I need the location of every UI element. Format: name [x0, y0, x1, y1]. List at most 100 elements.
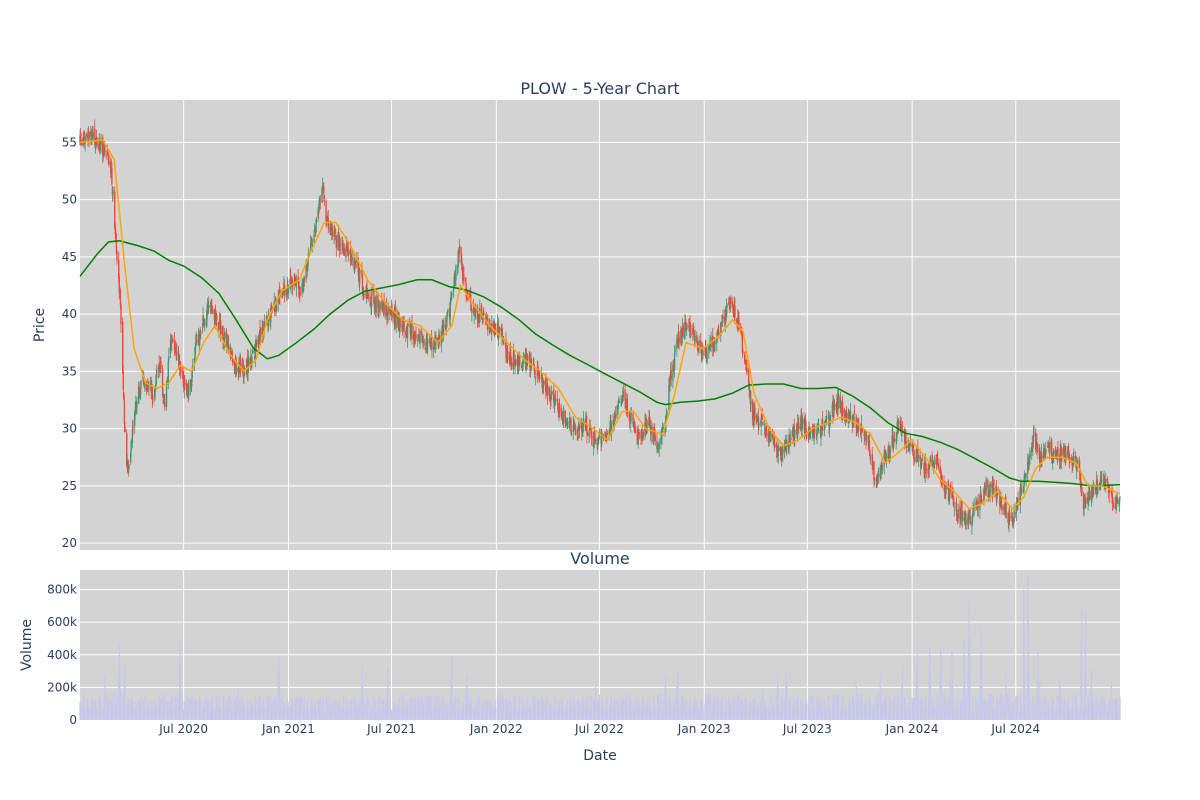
candle-body-down	[1111, 488, 1113, 498]
candle-body-down	[585, 417, 588, 428]
candle-body-down	[1048, 442, 1050, 447]
candle-body-down	[421, 331, 423, 335]
candle-body-up	[921, 459, 924, 461]
candle-body-up	[155, 374, 158, 385]
volume-bar	[1053, 711, 1055, 720]
candle-body-down	[538, 378, 541, 379]
candle-body-down	[634, 421, 636, 429]
candle-body-down	[720, 324, 723, 327]
candle-body-up	[953, 506, 955, 508]
volume-bar	[443, 702, 445, 720]
candle-body-up	[471, 309, 473, 313]
volume-bar	[917, 690, 919, 720]
volume-bar	[780, 696, 782, 720]
candle-body-up	[168, 355, 170, 359]
candle-body-up	[1039, 459, 1041, 465]
candle-body-down	[529, 354, 531, 369]
volume-bar	[965, 694, 967, 720]
volume-bar	[471, 699, 473, 720]
volume-subplot-title: Volume	[570, 549, 630, 568]
candle-body-up	[532, 363, 535, 365]
volume-bar	[678, 710, 680, 720]
candle-body-up	[716, 338, 718, 344]
candle-body-down	[287, 285, 289, 291]
candle-body-down	[961, 511, 963, 522]
candle-body-up	[777, 454, 779, 456]
candle-body-up	[247, 368, 249, 374]
candle-body-down	[399, 318, 401, 329]
volume-bar	[742, 705, 744, 720]
price-y-tick-label: 45	[62, 250, 77, 264]
candle-body-down	[325, 218, 328, 222]
candle-body-up	[901, 428, 903, 437]
volume-bar	[668, 696, 671, 720]
candle-body-down	[798, 422, 800, 429]
volume-bar	[710, 707, 712, 720]
volume-bar	[92, 700, 94, 720]
candle-body-up	[1023, 475, 1026, 485]
volume-bar	[790, 711, 792, 720]
candle-body-down	[863, 432, 865, 437]
candle-body-down	[373, 288, 375, 304]
volume-bar	[660, 694, 662, 720]
volume-bar	[507, 700, 509, 720]
candle-body-up	[190, 380, 193, 387]
volume-bar	[1021, 703, 1023, 720]
volume-bar	[468, 697, 471, 720]
candle-body-up	[1004, 503, 1006, 515]
volume-bar	[630, 699, 632, 720]
volume-bar	[399, 705, 401, 720]
volume-bar	[991, 694, 993, 720]
candle-body-up	[91, 137, 93, 139]
candle-body-up	[608, 429, 611, 435]
volume-bar	[1064, 697, 1066, 720]
volume-bar	[383, 706, 385, 720]
volume-bar	[136, 701, 138, 720]
candle-body-down	[876, 473, 879, 481]
candle-body-up	[840, 403, 842, 405]
candle-body-up	[450, 294, 453, 300]
volume-bar	[534, 696, 536, 720]
candle-body-up	[553, 400, 556, 407]
volume-bar	[322, 694, 324, 720]
volume-bar	[1068, 697, 1070, 720]
candle-body-up	[1083, 499, 1085, 510]
volume-bar	[1061, 707, 1063, 720]
volume-bar	[281, 694, 283, 720]
volume-bar	[909, 711, 912, 720]
price-y-axis-title: Price	[32, 308, 48, 342]
volume-bar	[495, 707, 497, 720]
candle-body-up	[206, 309, 208, 320]
candle-body-up	[992, 484, 994, 496]
volume-bar	[262, 699, 264, 720]
candle-body-up	[1052, 455, 1055, 464]
candle-body-up	[833, 404, 836, 411]
volume-bar	[646, 698, 648, 720]
candle-body-down	[843, 410, 846, 419]
volume-bar	[957, 709, 959, 720]
candle-body-up	[473, 314, 475, 316]
candle-body-up	[481, 318, 483, 319]
candle-body-up	[971, 515, 974, 522]
candle-body-down	[1079, 470, 1081, 480]
volume-bar	[271, 700, 274, 720]
volume-bar	[499, 699, 501, 720]
candle-body-up	[620, 402, 623, 404]
candle-body-up	[694, 335, 696, 342]
candle-body-down	[1050, 439, 1053, 460]
candle-body-up	[205, 318, 208, 326]
volume-bar	[455, 698, 457, 720]
volume-bar	[231, 700, 233, 720]
volume-bar	[391, 710, 393, 720]
volume-bar	[725, 697, 727, 720]
candle-body-down	[955, 502, 958, 515]
candle-body-up	[155, 383, 157, 391]
volume-bar	[650, 708, 652, 720]
candle-body-down	[927, 468, 929, 473]
volume-bar	[205, 694, 208, 720]
candle-body-down	[246, 357, 249, 373]
volume-bar	[786, 685, 788, 720]
candle-body-up	[1037, 450, 1039, 453]
volume-bar	[832, 694, 834, 720]
candle-body-up	[648, 417, 650, 426]
